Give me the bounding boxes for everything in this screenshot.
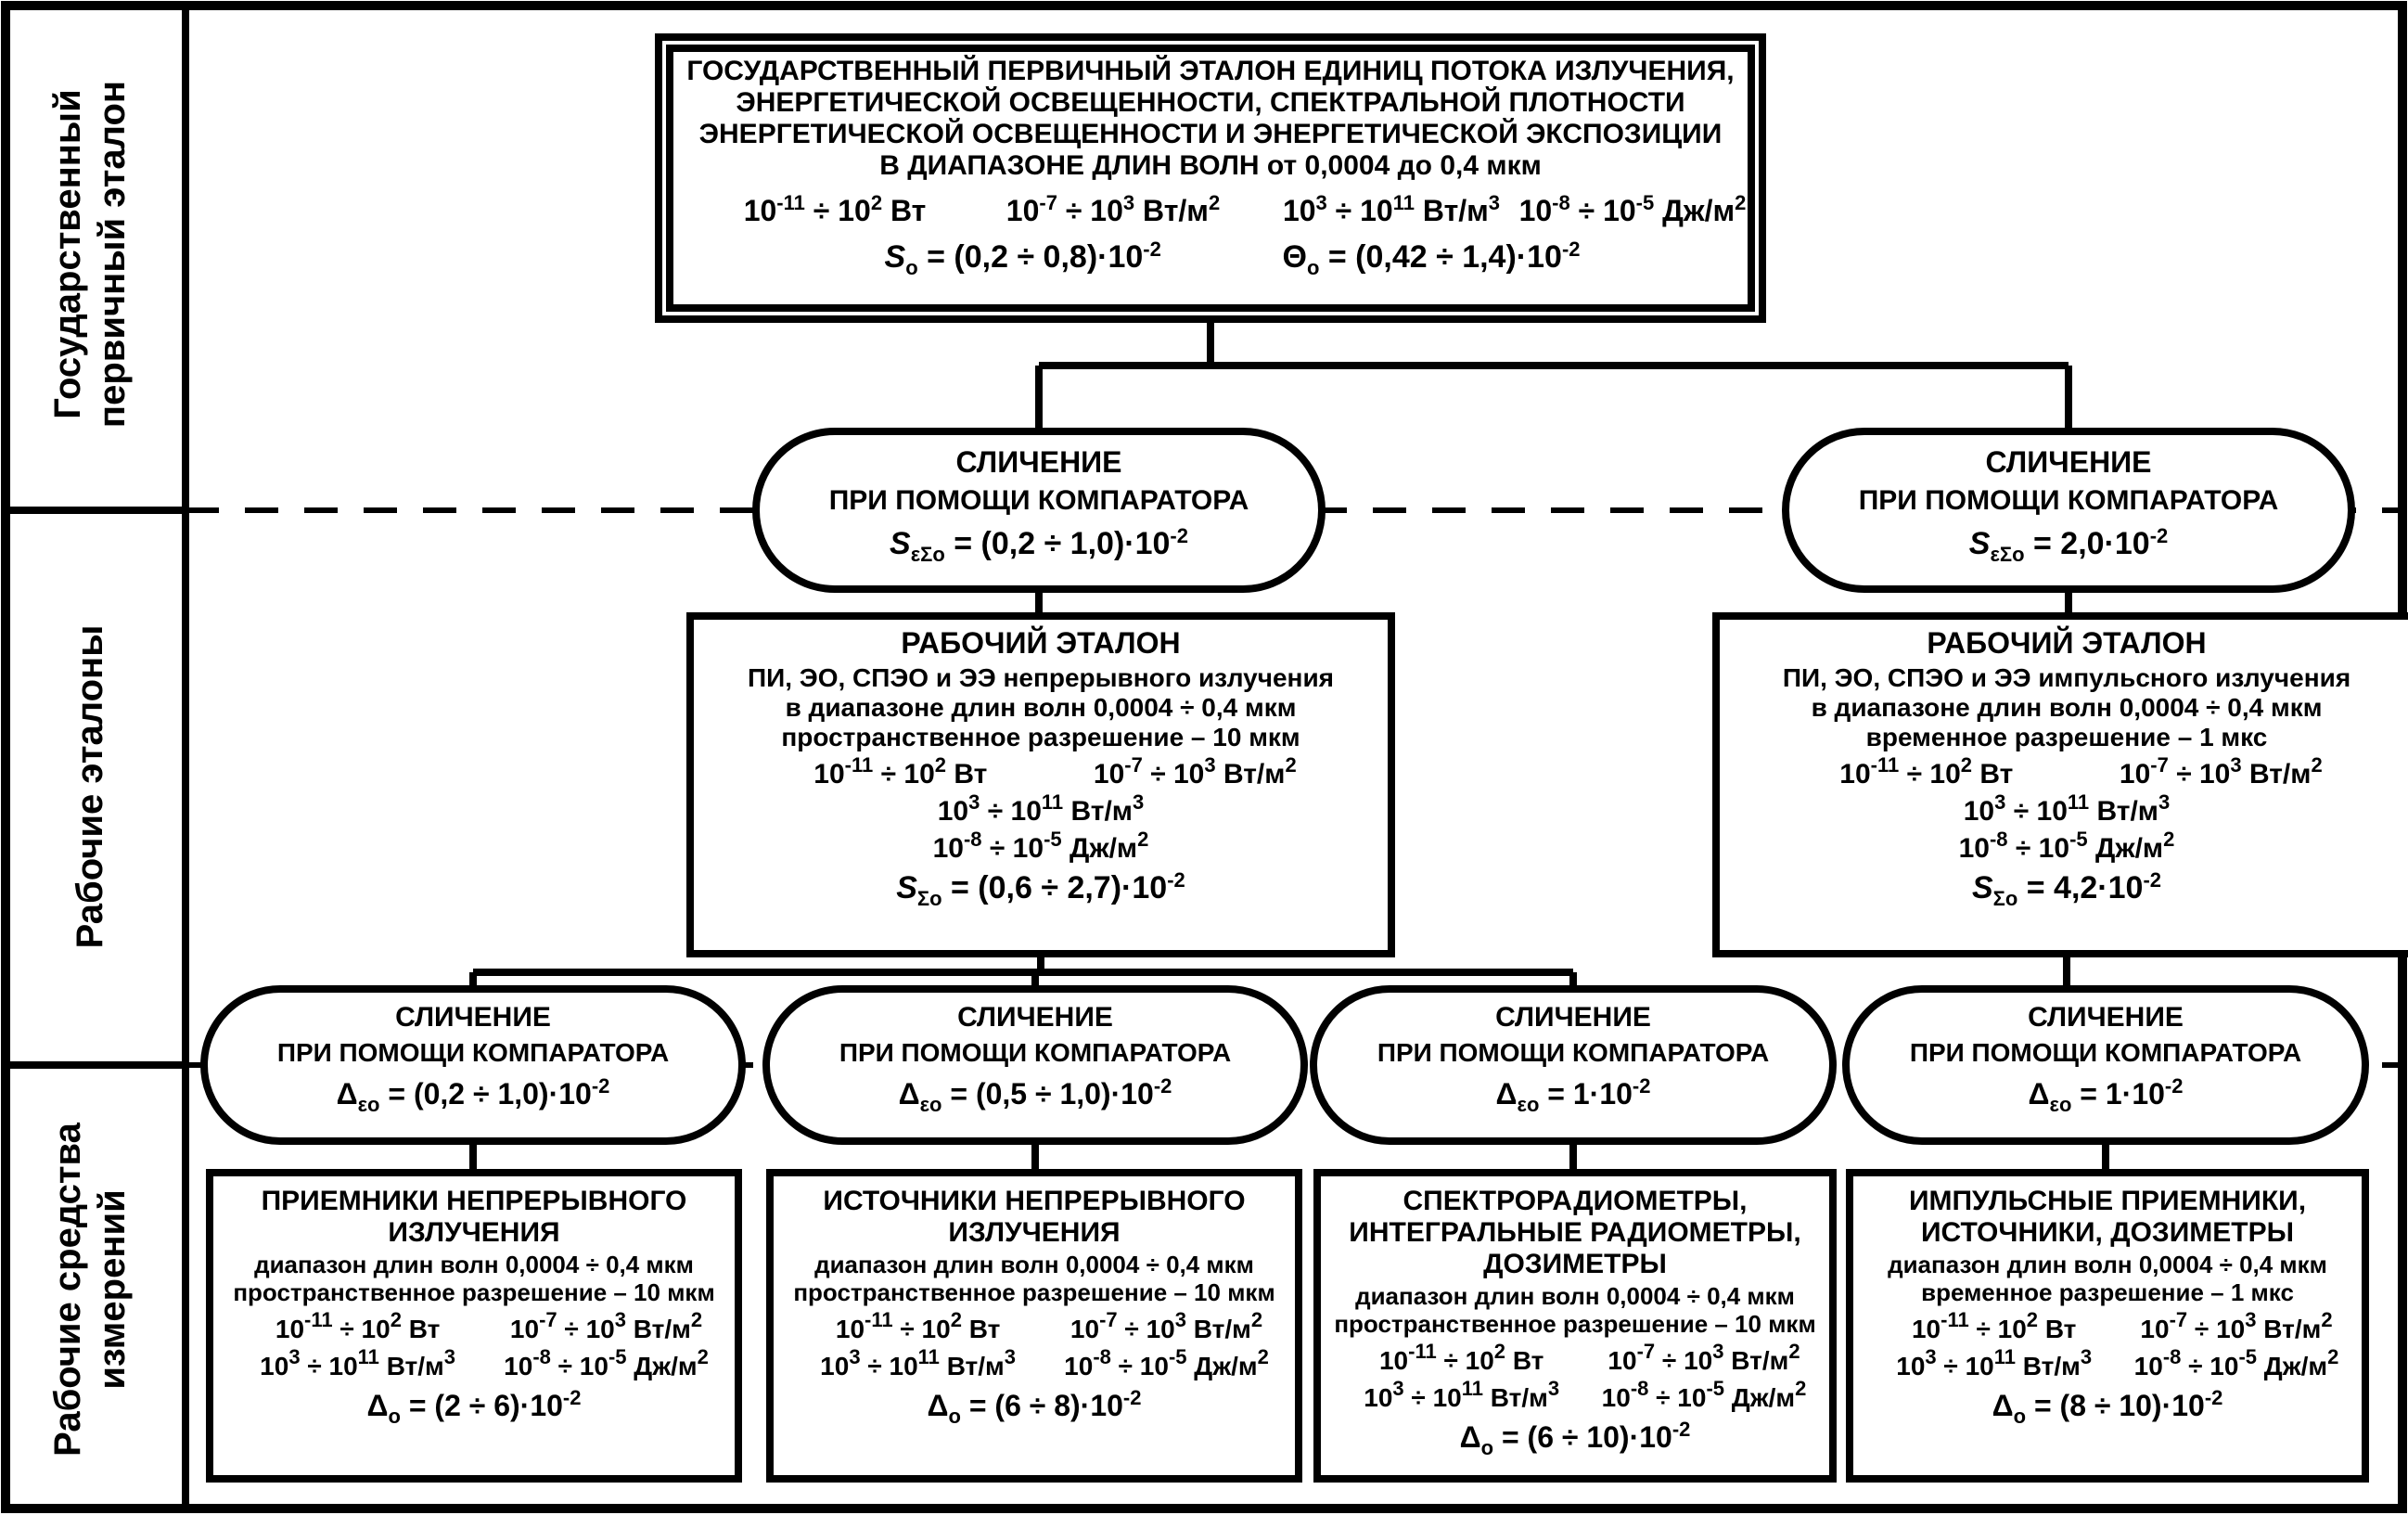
svg-text:СПЕКТРОРАДИОМЕТРЫ,: СПЕКТРОРАДИОМЕТРЫ, <box>1403 1186 1747 1216</box>
svg-text:Рабочие средства: Рабочие средства <box>47 1122 88 1456</box>
svg-text:диапазон длин волн 0,0004 ÷ 0,: диапазон длин волн 0,0004 ÷ 0,4 мкм <box>814 1251 1254 1278</box>
svg-text:Δo = (8 ÷ 10)·10-2: Δo = (8 ÷ 10)·10-2 <box>1992 1386 2223 1428</box>
svg-text:СЛИЧЕНИЕ: СЛИЧЕНИЕ <box>1985 445 2151 479</box>
svg-text:ДОЗИМЕТРЫ: ДОЗИМЕТРЫ <box>1483 1249 1667 1279</box>
svg-text:10-7 ÷ 103 Вт/м2: 10-7 ÷ 103 Вт/м2 <box>1094 753 1297 790</box>
svg-text:103 ÷ 1011 Вт/м3: 103 ÷ 1011 Вт/м3 <box>938 790 1144 827</box>
svg-text:в диапазоне длин волн 0,0004 ÷: в диапазоне длин волн 0,0004 ÷ 0,4 мкм <box>786 693 1297 722</box>
svg-text:10-11 ÷ 102 Вт: 10-11 ÷ 102 Вт <box>1839 753 2013 790</box>
svg-text:Δo = (6 ÷ 10)·10-2: Δo = (6 ÷ 10)·10-2 <box>1460 1418 1691 1459</box>
svg-text:ПРИ ПОМОЩИ КОМПАРАТОРА: ПРИ ПОМОЩИ КОМПАРАТОРА <box>1859 485 2279 516</box>
svg-text:So = (0,2 ÷ 0,8)·10-2: So = (0,2 ÷ 0,8)·10-2 <box>885 238 1161 279</box>
svg-text:103 ÷ 1011 Вт/м3: 103 ÷ 1011 Вт/м3 <box>1964 790 2170 827</box>
svg-text:измерений: измерений <box>92 1189 133 1389</box>
svg-text:10-7 ÷ 103 Вт/м2: 10-7 ÷ 103 Вт/м2 <box>2120 753 2323 790</box>
svg-text:Θo = (0,42 ÷ 1,4)·10-2: Θo = (0,42 ÷ 1,4)·10-2 <box>1283 238 1581 279</box>
svg-text:ПРИ ПОМОЩИ КОМПАРАТОРА: ПРИ ПОМОЩИ КОМПАРАТОРА <box>839 1038 1231 1067</box>
svg-text:ИЗЛУЧЕНИЯ: ИЗЛУЧЕНИЯ <box>948 1217 1120 1248</box>
svg-text:РАБОЧИЙ ЭТАЛОН: РАБОЧИЙ ЭТАЛОН <box>1927 626 2206 660</box>
svg-text:10-11 ÷ 102 Вт: 10-11 ÷ 102 Вт <box>744 191 927 227</box>
hierarchy-diagram: Государственныйпервичный эталон Рабочие э… <box>0 0 2408 1514</box>
svg-text:103 ÷ 1011 Вт/м3: 103 ÷ 1011 Вт/м3 <box>1283 191 1500 227</box>
row-label-2: Рабочие средстваизмерений <box>47 1122 133 1456</box>
svg-text:СЛИЧЕНИЕ: СЛИЧЕНИЕ <box>395 1002 551 1033</box>
svg-text:ЭНЕРГЕТИЧЕСКОЙ ОСВЕЩЕННОСТИ, С: ЭНЕРГЕТИЧЕСКОЙ ОСВЕЩЕННОСТИ, СПЕКТРАЛЬНО… <box>736 86 1684 118</box>
row-label-1: Рабочие эталоны <box>70 625 110 949</box>
svg-text:пространственное разрешение –: пространственное разрешение – 10 мкм <box>233 1278 714 1306</box>
svg-text:диапазон длин волн 0,0004 ÷ 0,: диапазон длин волн 0,0004 ÷ 0,4 мкм <box>254 1251 694 1278</box>
svg-text:ИМПУЛЬСНЫЕ ПРИЕМНИКИ,: ИМПУЛЬСНЫЕ ПРИЕМНИКИ, <box>1909 1186 2306 1216</box>
svg-text:пространственное разрешение –: пространственное разрешение – 10 мкм <box>781 723 1300 751</box>
svg-text:ГОСУДАРСТВЕННЫЙ ПЕРВИЧНЫЙ ЭТАЛ: ГОСУДАРСТВЕННЫЙ ПЕРВИЧНЫЙ ЭТАЛОН ЕДИНИЦ … <box>686 55 1734 86</box>
svg-text:ПИ, ЭО, СПЭО и ЭЭ импульсного: ПИ, ЭО, СПЭО и ЭЭ импульсного излучения <box>1783 663 2350 692</box>
svg-text:ЭНЕРГЕТИЧЕСКОЙ ОСВЕЩЕННОСТИ И: ЭНЕРГЕТИЧЕСКОЙ ОСВЕЩЕННОСТИ И ЭНЕРГЕТИЧЕ… <box>699 118 1723 149</box>
svg-text:10-11 ÷ 102 Вт: 10-11 ÷ 102 Вт <box>813 753 987 790</box>
svg-text:пространственное разрешение –: пространственное разрешение – 10 мкм <box>793 1278 1274 1306</box>
svg-text:Государственный: Государственный <box>47 89 88 418</box>
svg-text:ПРИ ПОМОЩИ КОМПАРАТОРА: ПРИ ПОМОЩИ КОМПАРАТОРА <box>1910 1038 2301 1067</box>
svg-text:ПРИ ПОМОЩИ КОМПАРАТОРА: ПРИ ПОМОЩИ КОМПАРАТОРА <box>1377 1038 1769 1067</box>
svg-text:ПРИ ПОМОЩИ КОМПАРАТОРА: ПРИ ПОМОЩИ КОМПАРАТОРА <box>277 1038 669 1067</box>
svg-text:временное разрешение – 1 мкс: временное разрешение – 1 мкс <box>1921 1278 2294 1306</box>
svg-text:временное разрешение – 1 мкс: временное разрешение – 1 мкс <box>1866 723 2268 751</box>
svg-text:Рабочие эталоны: Рабочие эталоны <box>70 625 110 949</box>
svg-text:первичный эталон: первичный эталон <box>92 81 133 428</box>
svg-text:РАБОЧИЙ ЭТАЛОН: РАБОЧИЙ ЭТАЛОН <box>901 626 1180 660</box>
svg-text:в диапазоне длин волн 0,0004 ÷: в диапазоне длин волн 0,0004 ÷ 0,4 мкм <box>1812 693 2323 722</box>
svg-text:10-7 ÷ 103 Вт/м2: 10-7 ÷ 103 Вт/м2 <box>1006 191 1220 227</box>
svg-text:СЛИЧЕНИЕ: СЛИЧЕНИЕ <box>2028 1002 2184 1033</box>
svg-text:ПРИ ПОМОЩИ КОМПАРАТОРА: ПРИ ПОМОЩИ КОМПАРАТОРА <box>829 485 1249 516</box>
svg-text:В ДИАПАЗОНЕ ДЛИН ВОЛН от 0,000: В ДИАПАЗОНЕ ДЛИН ВОЛН от 0,0004 до 0,4 м… <box>879 150 1542 181</box>
svg-text:СЛИЧЕНИЕ: СЛИЧЕНИЕ <box>1495 1002 1651 1033</box>
svg-text:СЛИЧЕНИЕ: СЛИЧЕНИЕ <box>957 1002 1113 1033</box>
svg-text:диапазон длин волн 0,0004 ÷ 0,: диапазон длин волн 0,0004 ÷ 0,4 мкм <box>1355 1282 1795 1310</box>
row-label-0: Государственныйпервичный эталон <box>47 81 133 428</box>
svg-text:ИСТОЧНИКИ НЕПРЕРЫВНОГО: ИСТОЧНИКИ НЕПРЕРЫВНОГО <box>823 1186 1245 1216</box>
svg-text:ИСТОЧНИКИ, ДОЗИМЕТРЫ: ИСТОЧНИКИ, ДОЗИМЕТРЫ <box>1921 1217 2294 1248</box>
svg-text:диапазон длин волн 0,0004 ÷ 0,: диапазон длин волн 0,0004 ÷ 0,4 мкм <box>1888 1251 2327 1278</box>
svg-text:СЛИЧЕНИЕ: СЛИЧЕНИЕ <box>955 445 1121 479</box>
svg-text:пространственное разрешение –: пространственное разрешение – 10 мкм <box>1334 1310 1815 1338</box>
svg-text:ПИ, ЭО, СПЭО и ЭЭ непрерывного: ПИ, ЭО, СПЭО и ЭЭ непрерывного излучения <box>748 663 1334 692</box>
svg-text:ИНТЕГРАЛЬНЫЕ РАДИОМЕТРЫ,: ИНТЕГРАЛЬНЫЕ РАДИОМЕТРЫ, <box>1349 1217 1800 1248</box>
svg-text:ИЗЛУЧЕНИЯ: ИЗЛУЧЕНИЯ <box>388 1217 559 1248</box>
svg-text:ПРИЕМНИКИ НЕПРЕРЫВНОГО: ПРИЕМНИКИ НЕПРЕРЫВНОГО <box>262 1186 687 1216</box>
